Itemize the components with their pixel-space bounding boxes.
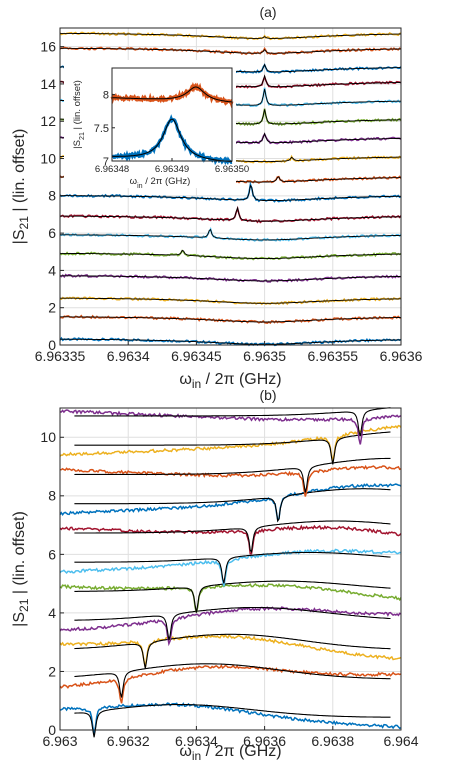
fit-trace bbox=[74, 431, 391, 465]
fit-trace bbox=[60, 47, 402, 54]
data-trace bbox=[59, 424, 402, 462]
data-trace bbox=[59, 702, 402, 735]
inset-background bbox=[64, 60, 236, 188]
panel-b-y-tick-label: 8 bbox=[48, 488, 56, 504]
panel-a-y-tick-label: 12 bbox=[40, 113, 56, 129]
panel-a-y-tick-label: 10 bbox=[40, 150, 56, 166]
panel-b-y-tick-label: 4 bbox=[48, 605, 56, 621]
panel-a-x-tick-label: 6.9635 bbox=[243, 348, 286, 364]
panel-a-axes-frame bbox=[59, 27, 402, 346]
fit-trace bbox=[74, 520, 391, 554]
inset-fit-trace bbox=[112, 86, 233, 103]
data-trace bbox=[59, 482, 402, 522]
y-axis-label: |S21 | (lin. offset) bbox=[11, 511, 31, 627]
data-trace bbox=[59, 249, 402, 261]
y-axis-label: |S21 | (lin. offset) bbox=[11, 129, 31, 245]
data-trace bbox=[59, 524, 402, 555]
data-trace bbox=[59, 464, 402, 497]
data-trace bbox=[59, 606, 402, 647]
panel-a-x-tick-label: 6.96355 bbox=[307, 348, 358, 364]
fit-trace bbox=[60, 184, 401, 202]
inset-x-tick-label: 6.96349 bbox=[155, 164, 189, 175]
data-trace bbox=[59, 409, 402, 445]
panel-a-x-tick-label: 6.9634 bbox=[107, 348, 150, 364]
fit-trace bbox=[74, 457, 391, 493]
data-trace bbox=[59, 633, 402, 668]
data-trace bbox=[59, 181, 402, 203]
panel-b-x-tick-label: 6.9634 bbox=[175, 733, 218, 749]
panel-label-b: (b) bbox=[259, 387, 276, 403]
panel-b-y-tick-label: 0 bbox=[48, 722, 56, 738]
fit-trace bbox=[59, 297, 401, 304]
panel-b-x-tick-label: 6.9636 bbox=[243, 733, 286, 749]
panel-a-y-tick-label: 6 bbox=[48, 225, 56, 241]
panel-b-y-tick-label: 2 bbox=[48, 663, 56, 679]
fit-trace bbox=[59, 228, 401, 241]
fit-trace bbox=[74, 580, 391, 613]
fit-trace bbox=[74, 633, 391, 669]
fit-trace bbox=[74, 488, 391, 523]
panel-a-y-tick-label: 2 bbox=[48, 300, 56, 316]
fit-trace bbox=[60, 316, 401, 323]
fit-trace bbox=[60, 249, 401, 260]
panel-a-y-tick-label: 8 bbox=[48, 188, 56, 204]
data-trace bbox=[59, 582, 402, 613]
fit-trace bbox=[60, 338, 402, 345]
panel-label-a: (a) bbox=[259, 4, 276, 20]
panel-b-axes-frame bbox=[59, 407, 402, 731]
x-axis-label: ωin / 2π (GHz) bbox=[179, 743, 281, 763]
inset-x-tick-label: 6.96350 bbox=[215, 164, 249, 175]
panel-b-y-tick-label: 6 bbox=[48, 546, 56, 562]
inset-fit-trace bbox=[112, 118, 233, 163]
data-trace bbox=[59, 31, 402, 41]
panel-a-y-tick-label: 14 bbox=[40, 76, 56, 92]
fit-trace bbox=[74, 407, 391, 437]
x-axis-label: ωin / 2π (GHz) bbox=[179, 371, 281, 391]
panel-b-x-tick-label: 6.964 bbox=[383, 733, 418, 749]
chart-panel-b: 6.963 6.9632 6.9634 6.9636 6.9638 6.964 0 2 4 6 8 1… bbox=[11, 407, 419, 763]
panel-b-x-tick-label: 6.963 bbox=[42, 733, 77, 749]
fit-trace bbox=[60, 206, 401, 222]
inset-y-axis-label: |S21 | (lin. offset) bbox=[72, 80, 86, 149]
fit-trace bbox=[74, 551, 391, 584]
inset-y-tick-label: 7 bbox=[103, 156, 109, 168]
data-trace bbox=[59, 663, 402, 704]
panel-a-y-tick-label: 4 bbox=[48, 262, 56, 278]
fit-trace bbox=[74, 703, 391, 738]
data-trace bbox=[59, 548, 402, 587]
inset-x-tick-label: 6.96348 bbox=[95, 164, 129, 175]
panel-a-y-tick-label: 16 bbox=[40, 39, 56, 55]
panel-b-y-tick-label: 10 bbox=[40, 429, 56, 445]
fit-trace bbox=[74, 663, 391, 698]
inset-y-tick-label: 8 bbox=[103, 90, 109, 102]
panel-a-x-tick-label: 6.96345 bbox=[171, 348, 222, 364]
panel-b-x-tick-label: 6.9632 bbox=[107, 733, 150, 749]
fit-trace bbox=[60, 275, 402, 282]
fit-trace bbox=[74, 606, 391, 641]
fit-trace bbox=[60, 32, 401, 39]
panel-a-x-tick-label: 6.96335 bbox=[35, 348, 86, 364]
panel-a-x-tick-label: 6.9636 bbox=[380, 348, 423, 364]
inset-x-axis-label: ωin / 2π (GHz) bbox=[130, 176, 191, 190]
panel-a-y-tick-label: 0 bbox=[48, 337, 56, 353]
chart-inset: 6.96348 6.96349 6.96350 7 7.5 8 ωin / 2π (GHz)… bbox=[64, 60, 249, 190]
inset-y-tick-label: 7.5 bbox=[94, 123, 109, 135]
panel-b-x-tick-label: 6.9638 bbox=[311, 733, 354, 749]
